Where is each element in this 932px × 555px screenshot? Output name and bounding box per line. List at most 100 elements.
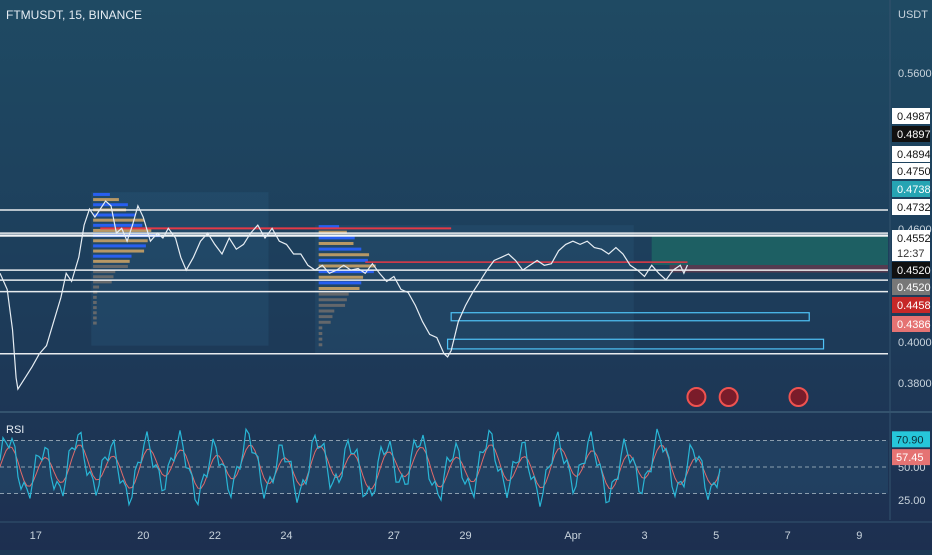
price-series bbox=[0, 200, 689, 391]
profile-bar bbox=[318, 326, 323, 330]
event-marker-icon bbox=[788, 387, 809, 407]
rsi-value: 70.90 bbox=[896, 434, 924, 446]
profile-bar bbox=[93, 264, 128, 268]
profile-bar bbox=[318, 247, 362, 251]
price-label-bg bbox=[892, 199, 930, 215]
time-tick: 9 bbox=[856, 530, 862, 542]
profile-bar bbox=[93, 213, 136, 217]
price-tick: 0.4000 bbox=[898, 337, 932, 349]
price-label-bg bbox=[892, 279, 930, 295]
profile-bar bbox=[93, 249, 145, 253]
target-zone bbox=[651, 236, 888, 265]
price-label: 0.4552 bbox=[897, 233, 931, 245]
rsi-value: 57.45 bbox=[896, 452, 924, 464]
time-tick: 27 bbox=[388, 530, 400, 542]
price-label: 0.4738 bbox=[897, 184, 931, 196]
rsi-value-bg bbox=[892, 449, 930, 466]
price-label-bg bbox=[892, 126, 930, 142]
profile-bar bbox=[318, 303, 346, 307]
profile-bar bbox=[93, 285, 100, 289]
price-label: 0.4520 bbox=[897, 265, 931, 277]
time-tick: 7 bbox=[785, 530, 791, 542]
profile-bar bbox=[318, 275, 364, 279]
profile-bar bbox=[93, 311, 97, 315]
time-tick: 20 bbox=[137, 530, 149, 542]
profile-bar bbox=[93, 218, 145, 222]
time-tick: 24 bbox=[280, 530, 292, 542]
profile-bar bbox=[93, 295, 97, 299]
profile-bar bbox=[93, 259, 130, 263]
rsi-tick: 25.00 bbox=[898, 495, 926, 507]
profile-bar bbox=[318, 337, 323, 341]
time-tick: Apr bbox=[564, 530, 581, 542]
price-label: 0.4520 bbox=[897, 282, 931, 294]
stop-zone bbox=[669, 264, 888, 273]
price-label: 0.4458 bbox=[897, 300, 931, 312]
time-tick: 29 bbox=[459, 530, 471, 542]
price-label-bg bbox=[892, 316, 930, 332]
profile-bar bbox=[318, 253, 370, 257]
event-marker-icon bbox=[718, 387, 739, 407]
profile-region-1 bbox=[91, 192, 269, 346]
price-tick: 0.3800 bbox=[898, 378, 932, 390]
price-label: 0.4894 bbox=[897, 149, 931, 161]
profile-bar bbox=[318, 343, 323, 347]
zone-box-2 bbox=[446, 338, 825, 350]
price-tick: 0.5600 bbox=[898, 68, 932, 80]
profile-bar bbox=[318, 241, 354, 245]
profile-bar bbox=[318, 281, 362, 285]
zone-box-1 bbox=[450, 312, 810, 322]
profile-bar bbox=[93, 244, 146, 248]
price-label-bg bbox=[892, 163, 930, 179]
profile-bar bbox=[318, 264, 376, 268]
event-marker-icon bbox=[686, 387, 707, 407]
profile-bar bbox=[93, 321, 97, 325]
price-label: 0.4750 bbox=[897, 166, 931, 178]
rsi-value-bg bbox=[892, 431, 930, 448]
price-label: 0.4897 bbox=[897, 129, 931, 141]
profile-bar bbox=[93, 223, 143, 227]
time-tick: 22 bbox=[209, 530, 221, 542]
profile-bar bbox=[93, 270, 116, 274]
profile-bar bbox=[93, 239, 148, 243]
profile-bar bbox=[93, 192, 110, 196]
profile-bar bbox=[318, 332, 323, 336]
price-label-bg bbox=[892, 146, 930, 162]
profile-bar bbox=[318, 309, 335, 313]
time-tick: 5 bbox=[713, 530, 719, 542]
profile-bar bbox=[93, 316, 97, 320]
profile-bar bbox=[93, 300, 97, 304]
price-label-bg bbox=[892, 230, 930, 246]
price-label-bg bbox=[892, 262, 930, 278]
profile-bar bbox=[318, 230, 347, 234]
profile-bar bbox=[318, 292, 349, 296]
profile-bar bbox=[318, 298, 347, 302]
price-label: 12:37 bbox=[897, 248, 925, 260]
profile-bar bbox=[93, 254, 132, 258]
profile-bar bbox=[318, 258, 368, 262]
price-label-bg bbox=[892, 297, 930, 313]
profile-bar bbox=[93, 306, 97, 310]
profile-bar bbox=[318, 270, 374, 274]
chart-title: FTMUSDT, 15, BINANCE bbox=[6, 8, 143, 22]
time-tick: 17 bbox=[30, 530, 42, 542]
currency-label: USDT bbox=[898, 9, 928, 21]
profile-bar bbox=[318, 315, 333, 319]
profile-bar bbox=[318, 287, 360, 290]
price-label-bg bbox=[892, 181, 930, 197]
profile-bar bbox=[93, 198, 119, 202]
rsi-title: RSI bbox=[6, 424, 25, 436]
profile-bar bbox=[318, 236, 355, 240]
rsi-line bbox=[0, 427, 721, 507]
price-label: 0.4386 bbox=[897, 319, 931, 331]
profile-bar bbox=[318, 320, 331, 324]
profile-bar bbox=[318, 225, 340, 229]
time-tick: 3 bbox=[641, 530, 647, 542]
profile-bar bbox=[93, 280, 112, 284]
price-label: 0.4732 bbox=[897, 202, 931, 214]
price-label: 0.4987 bbox=[897, 111, 931, 123]
price-label-bg bbox=[892, 245, 930, 261]
price-label-bg bbox=[892, 108, 930, 124]
